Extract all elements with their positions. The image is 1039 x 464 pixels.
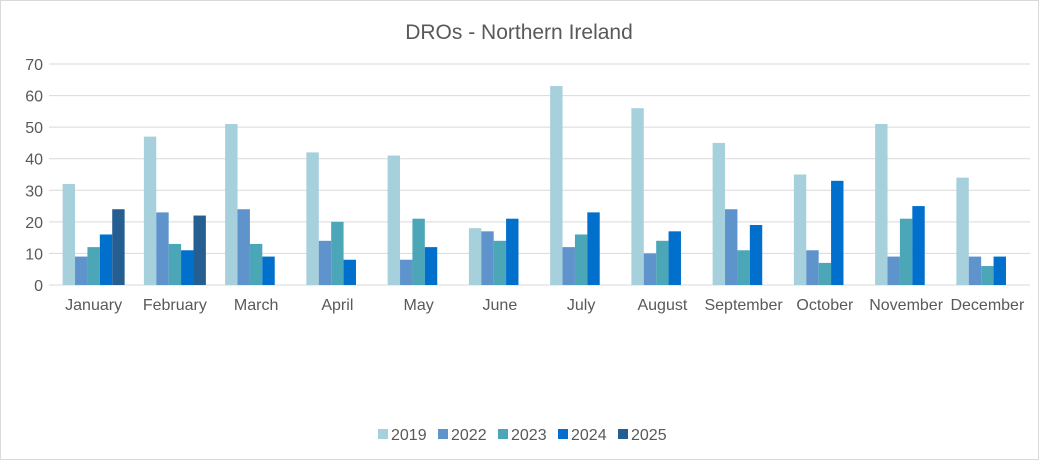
- bar-2019-april: [306, 152, 319, 285]
- legend-swatch-2024: [558, 429, 568, 439]
- x-tick-label: March: [234, 297, 278, 314]
- x-tick-label: April: [321, 297, 353, 314]
- x-tick-label: September: [704, 297, 783, 314]
- bar-2022-november: [887, 256, 900, 285]
- bar-2025-january: [112, 209, 125, 285]
- x-tick-label: December: [950, 297, 1024, 314]
- bar-2022-october: [806, 250, 819, 285]
- legend-swatch-2025: [618, 429, 628, 439]
- bar-2024-october: [831, 180, 844, 285]
- bar-2019-september: [712, 142, 726, 285]
- bar-2024-march: [262, 256, 275, 285]
- bar-2024-november: [912, 206, 925, 285]
- bar-2019-january: [62, 183, 76, 285]
- bar-2019-august: [631, 108, 644, 285]
- x-tick-label: February: [143, 297, 207, 314]
- y-tick-label: 60: [25, 89, 43, 106]
- y-tick-label: 10: [25, 246, 43, 263]
- bar-2024-february: [181, 250, 194, 285]
- x-tick-label: November: [869, 297, 943, 314]
- y-tick-label: 30: [25, 183, 43, 200]
- bar-2019-may: [387, 155, 401, 285]
- bar-2024-january: [99, 234, 113, 285]
- bar-2019-march: [225, 123, 238, 285]
- legend-swatch-2019: [378, 429, 388, 439]
- bar-2024-december: [993, 256, 1006, 285]
- bar-2022-july: [562, 247, 575, 285]
- x-tick-label: July: [567, 297, 595, 314]
- bar-2023-october: [818, 262, 832, 285]
- legend-swatch-2023: [498, 429, 508, 439]
- bar-2022-june: [481, 231, 494, 285]
- bar-2025-february: [193, 215, 206, 285]
- bar-2024-august: [668, 231, 681, 285]
- bar-2023-december: [981, 266, 994, 285]
- bar-2022-march: [237, 209, 250, 285]
- bar-2024-july: [587, 212, 600, 285]
- bar-2024-april: [343, 259, 356, 285]
- legend-swatch-2022: [438, 429, 448, 439]
- chart-title: DROs - Northern Ireland: [405, 21, 633, 44]
- legend-label: 2019: [391, 427, 427, 444]
- bar-2022-april: [318, 240, 332, 285]
- x-tick-label: August: [637, 297, 687, 314]
- bar-2023-july: [574, 234, 588, 285]
- bar-2019-october: [793, 174, 807, 285]
- bar-2022-may: [400, 259, 413, 285]
- bar-2019-february: [143, 136, 157, 285]
- bar-2023-november: [899, 218, 913, 285]
- legend-label: 2023: [511, 427, 547, 444]
- bar-2023-january: [87, 247, 100, 285]
- bar-2023-august: [656, 240, 669, 285]
- bar-2022-january: [75, 256, 88, 285]
- y-tick-label: 20: [25, 215, 43, 232]
- bar-2019-december: [956, 177, 969, 285]
- bar-2023-march: [249, 243, 263, 285]
- bar-2022-december: [968, 256, 982, 285]
- bar-2023-may: [412, 218, 425, 285]
- bar-2024-june: [506, 218, 519, 285]
- legend-label: 2024: [571, 427, 607, 444]
- y-tick-label: 50: [25, 120, 43, 137]
- bar-2022-august: [643, 253, 657, 285]
- bar-2024-may: [424, 247, 438, 285]
- bar-2022-february: [156, 212, 169, 285]
- bar-2019-november: [875, 123, 888, 285]
- bar-2023-september: [737, 250, 750, 285]
- bar-2024-september: [749, 225, 763, 285]
- x-tick-label: October: [796, 297, 854, 314]
- x-tick-label: May: [404, 297, 434, 314]
- y-tick-label: 0: [34, 278, 43, 295]
- bar-2023-june: [493, 240, 507, 285]
- x-tick-label: January: [65, 297, 122, 314]
- y-tick-label: 70: [25, 57, 43, 74]
- bar-2022-september: [725, 209, 738, 285]
- legend-label: 2022: [451, 427, 487, 444]
- y-tick-label: 40: [25, 152, 43, 169]
- bar-2023-april: [331, 221, 344, 285]
- bar-2023-february: [168, 243, 182, 285]
- bar-2019-july: [550, 86, 563, 285]
- legend-label: 2025: [631, 427, 667, 444]
- x-tick-label: June: [483, 297, 518, 314]
- bar-2019-june: [468, 228, 482, 285]
